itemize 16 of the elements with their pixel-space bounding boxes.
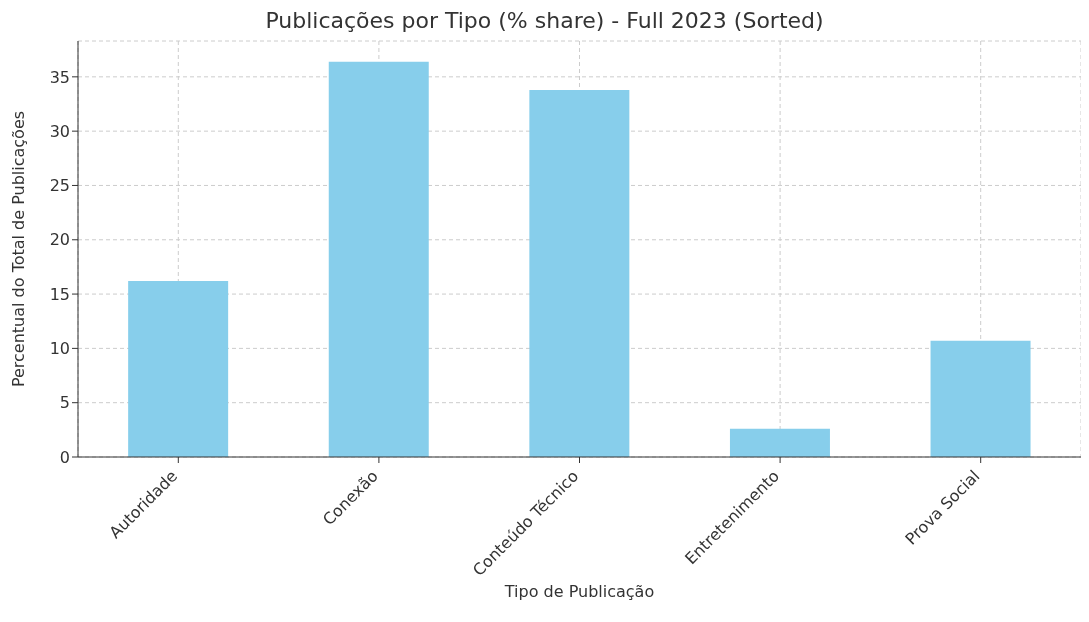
y-axis-title: Percentual do Total de Publicações	[8, 110, 28, 388]
bar	[729, 428, 830, 457]
bar	[529, 89, 630, 457]
bar	[930, 340, 1031, 457]
x-axis-title: Tipo de Publicação	[503, 582, 655, 601]
y-tick-label: 5	[59, 393, 70, 413]
y-tick-label: 30	[49, 121, 70, 141]
bar	[328, 61, 429, 457]
y-tick-label: 25	[49, 176, 70, 196]
chart-title: Publicações por Tipo (% share) - Full 2023 (Sorted)	[264, 8, 825, 33]
y-tick-label: 35	[49, 67, 70, 87]
bar	[128, 281, 229, 457]
y-tick-label: 20	[49, 230, 70, 250]
y-tick-label: 10	[49, 339, 70, 359]
y-tick-label: 15	[49, 284, 70, 304]
y-tick-label: 0	[59, 447, 70, 467]
